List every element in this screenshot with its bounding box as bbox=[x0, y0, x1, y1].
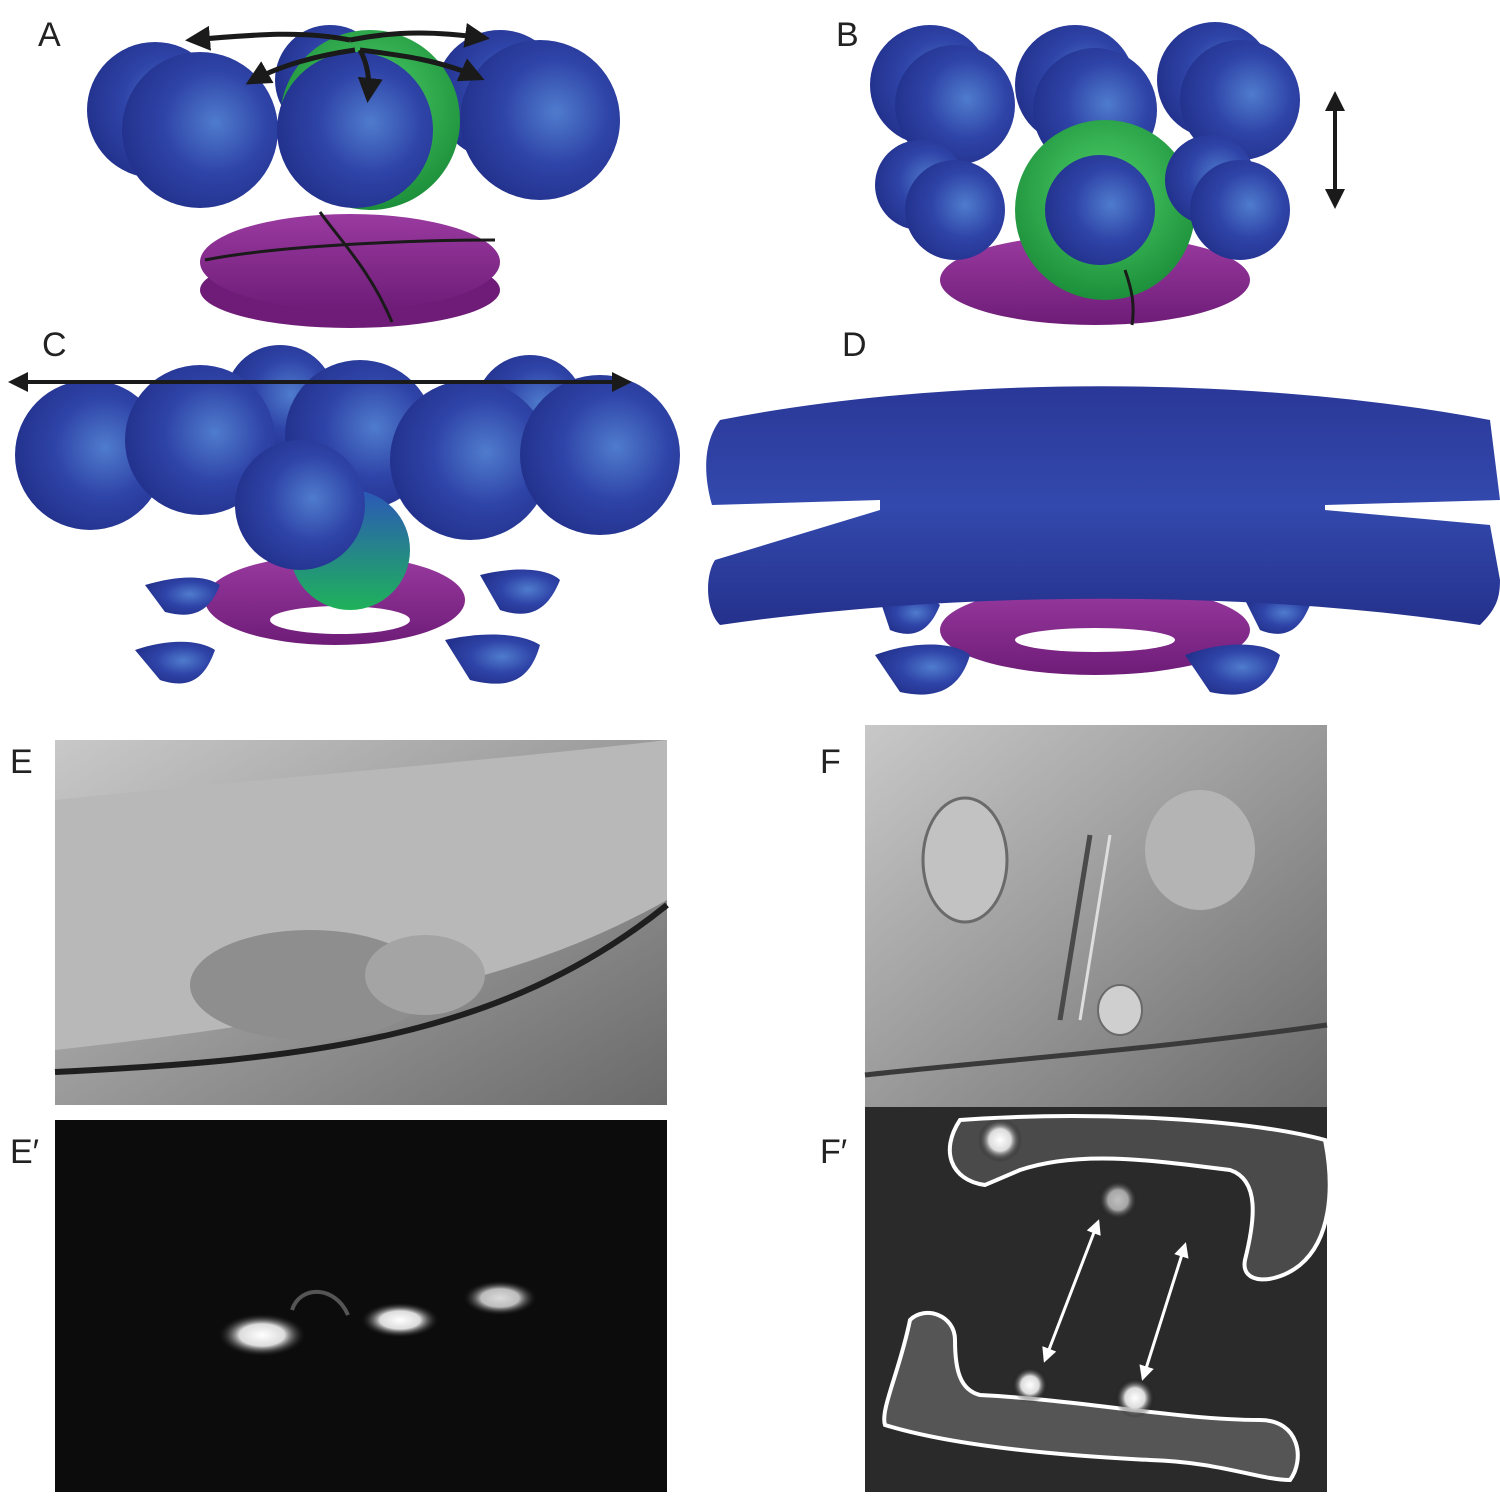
cell-outline bbox=[882, 1310, 1300, 1483]
panel-e-prime bbox=[55, 1120, 667, 1492]
panel-f-prime bbox=[865, 1107, 1332, 1492]
panel-label-d: D bbox=[842, 326, 867, 364]
oocyte bbox=[921, 796, 1009, 924]
vulval-disc-top bbox=[200, 214, 500, 310]
panel-f bbox=[864, 725, 1328, 1107]
muscle-cell bbox=[445, 634, 540, 684]
hypodermis-band bbox=[706, 386, 1500, 625]
panel-label-e-prime: E′ bbox=[10, 1133, 40, 1171]
panel-label-e: E bbox=[10, 743, 33, 781]
panel-e bbox=[54, 740, 669, 1105]
fluorescent-cell bbox=[978, 1118, 1022, 1162]
migration-arrows bbox=[357, 48, 383, 103]
blue-cell bbox=[125, 365, 275, 515]
vulva-lumen bbox=[1057, 834, 1093, 1021]
panel-label-a: A bbox=[38, 16, 61, 54]
blue-cell bbox=[520, 375, 680, 535]
panel-label-c: C bbox=[42, 326, 67, 364]
migration-arrows bbox=[245, 47, 356, 85]
blue-cell bbox=[905, 160, 1005, 260]
muscle-cell bbox=[145, 577, 220, 615]
panel-d bbox=[706, 386, 1500, 695]
double-arrow bbox=[1139, 1242, 1189, 1381]
fluorescent-cell bbox=[360, 1302, 440, 1338]
fluorescence-image bbox=[55, 1120, 667, 1492]
blue-cell bbox=[460, 40, 620, 200]
blue-cell bbox=[390, 380, 550, 540]
worm-cuticle bbox=[54, 902, 669, 1075]
cell-outline bbox=[947, 1114, 1332, 1282]
panel-label-f-prime: F′ bbox=[820, 1133, 848, 1171]
fluorescent-cell bbox=[1115, 1378, 1155, 1418]
vulva-cells bbox=[1097, 984, 1143, 1036]
migration-arrows bbox=[359, 47, 485, 82]
disc-seam bbox=[204, 238, 496, 262]
fluorescent-cell bbox=[1098, 1180, 1138, 1220]
disc-seam bbox=[318, 211, 394, 323]
migration-arrows bbox=[349, 22, 490, 48]
migration-arrows bbox=[185, 25, 351, 51]
blue-cell bbox=[1045, 155, 1155, 265]
blue-cell bbox=[1180, 40, 1300, 160]
fluorescent-cell bbox=[462, 1280, 538, 1316]
fluorescent-cell bbox=[217, 1313, 307, 1357]
muscle-cell bbox=[875, 644, 970, 695]
vulva-outline bbox=[290, 1289, 350, 1316]
vulva-cells bbox=[365, 935, 485, 1015]
muscle-cell bbox=[135, 641, 215, 684]
muscle-cell bbox=[480, 569, 560, 614]
panel-c bbox=[8, 345, 680, 684]
panel-label-b: B bbox=[836, 16, 859, 54]
muscle-cell bbox=[1245, 595, 1310, 634]
panel-label-f: F bbox=[820, 743, 841, 781]
blue-cell bbox=[895, 45, 1015, 165]
ring-hole bbox=[270, 606, 410, 634]
fluorescent-cell bbox=[1012, 1367, 1048, 1403]
blue-cell bbox=[235, 440, 365, 570]
blue-cell bbox=[15, 380, 165, 530]
double-arrow bbox=[1042, 1219, 1101, 1363]
blue-cell bbox=[1190, 160, 1290, 260]
ring-hole bbox=[1015, 628, 1175, 652]
muscle-cell bbox=[1185, 644, 1280, 695]
blue-cell bbox=[122, 52, 278, 208]
disc-seam bbox=[1123, 269, 1135, 326]
panel-b bbox=[870, 22, 1345, 326]
worm-cuticle bbox=[864, 1022, 1328, 1078]
vulva-cells bbox=[190, 930, 430, 1040]
vulva-cells bbox=[1145, 790, 1255, 910]
panel-a bbox=[87, 22, 620, 328]
vulva-lumen bbox=[1078, 834, 1112, 1021]
blue-cell bbox=[277, 52, 433, 208]
